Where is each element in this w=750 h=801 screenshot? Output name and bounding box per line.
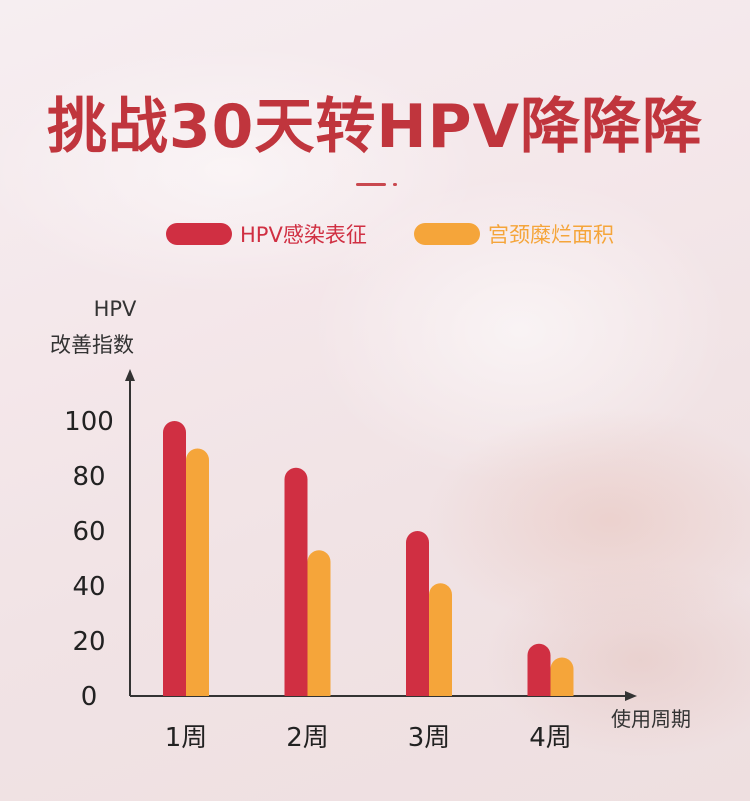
page-title: 挑战30天转HPV降降降 [46, 92, 704, 162]
y-tick-label: 60 [72, 517, 105, 547]
bar-series-1-3 [406, 531, 429, 696]
y-tick-label: 0 [81, 682, 98, 712]
bar-series-2-4 [550, 657, 574, 696]
y-axis-label-line-1: HPV [94, 297, 137, 321]
y-tick-label: 40 [72, 572, 105, 602]
x-tick-labels: 1周 2周 3周 4周 [165, 723, 572, 753]
x-axis-arrow [625, 691, 637, 701]
legend-swatch-1 [166, 223, 232, 245]
bar-series-1-2 [284, 467, 308, 696]
bar-series-2-2 [307, 550, 331, 696]
y-tick-label: 80 [72, 462, 105, 492]
legend-item-2: 宫颈糜烂面积 [414, 219, 614, 249]
legend-label-2: 宫颈糜烂面积 [488, 223, 614, 247]
legend-item-1: HPV感染表征 [166, 219, 367, 249]
x-tick-label: 4周 [529, 723, 572, 753]
x-axis-label: 使用周期 [611, 707, 691, 731]
bar-series-1-1 [163, 421, 186, 696]
y-axis-arrow [125, 369, 135, 381]
bar-series-2-1 [186, 448, 209, 696]
x-tick-label: 2周 [286, 723, 329, 753]
y-tick-label: 20 [72, 627, 105, 657]
bar-series-2-3 [429, 583, 452, 696]
bars [163, 421, 574, 696]
y-axis-label-line-2: 改善指数 [50, 333, 134, 357]
title-divider-dot [393, 183, 397, 186]
legend-swatch-2 [414, 223, 480, 245]
y-tick-labels: 0 20 40 60 80 100 [64, 407, 114, 712]
y-tick-label: 100 [64, 407, 114, 437]
title-divider [356, 183, 386, 186]
legend-label-1: HPV感染表征 [240, 223, 367, 247]
x-tick-label: 3周 [408, 723, 451, 753]
bar-series-1-4 [527, 643, 551, 696]
x-tick-label: 1周 [165, 723, 208, 753]
